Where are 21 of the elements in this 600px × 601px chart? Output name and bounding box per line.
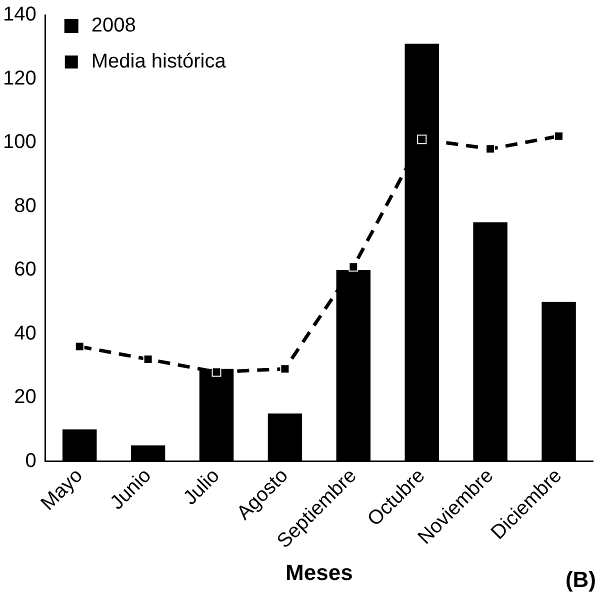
point: [486, 144, 496, 154]
x-axis-title: Meses: [286, 560, 353, 585]
y-tick-label: 80: [14, 194, 36, 217]
y-tick-label: 100: [2, 131, 36, 154]
point: [143, 354, 153, 364]
legend-label: Media histórica: [91, 50, 227, 73]
y-tick-label: 40: [14, 322, 36, 344]
text: (B): [565, 567, 596, 593]
y-tick-label: 60: [14, 258, 36, 281]
y-tick-label: 0: [25, 450, 36, 472]
legend-label: 2008: [91, 14, 136, 37]
point: [554, 131, 564, 141]
point: [212, 367, 222, 377]
y-tick-label: 20: [14, 386, 36, 408]
y-tick-label: 120: [2, 67, 36, 90]
point: [280, 364, 290, 374]
point: [348, 262, 358, 272]
point: [417, 134, 427, 144]
point: [74, 342, 84, 352]
y-tick-label: 140: [2, 4, 36, 26]
x-tick-label: Julio: [179, 464, 224, 510]
